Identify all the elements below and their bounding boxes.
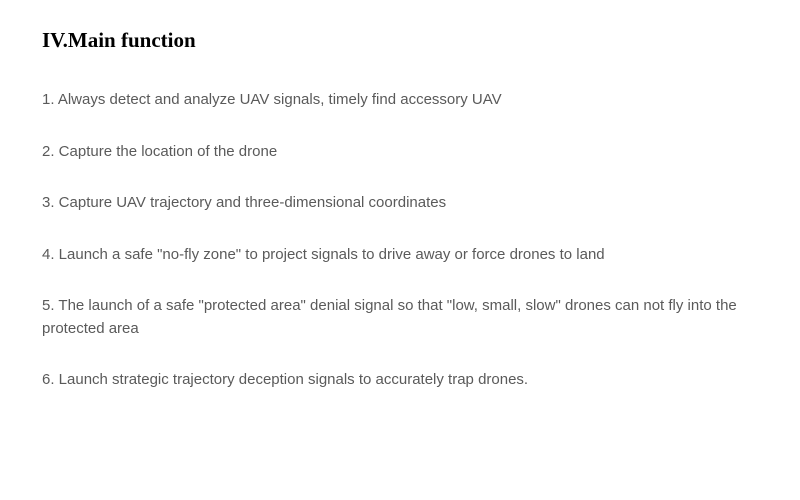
section-heading: IV.Main function (42, 28, 758, 53)
list-item: 6. Launch strategic trajectory deception… (42, 369, 758, 392)
list-item: 3. Capture UAV trajectory and three-dime… (42, 192, 758, 215)
list-item: 5. The launch of a safe "protected area"… (42, 295, 758, 340)
list-item: 1. Always detect and analyze UAV signals… (42, 89, 758, 112)
list-item: 4. Launch a safe "no-fly zone" to projec… (42, 244, 758, 267)
list-item: 2. Capture the location of the drone (42, 141, 758, 164)
